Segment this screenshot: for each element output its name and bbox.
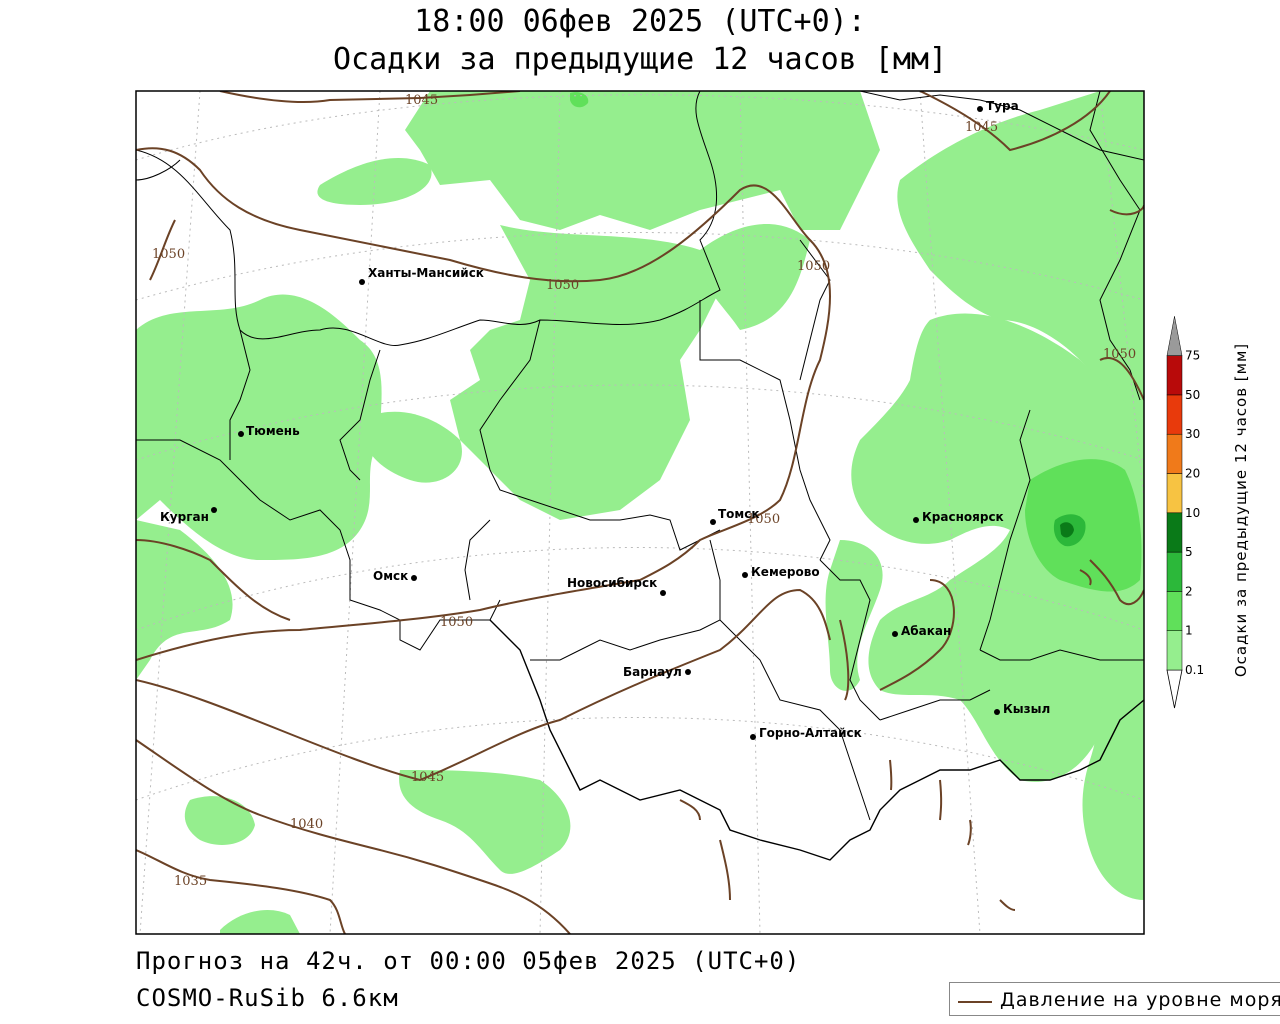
isobar-label: 1045	[411, 770, 444, 785]
city-label: Кемерово	[751, 565, 820, 579]
colorbar-segment	[1166, 355, 1183, 396]
isobar-labels: 1045 1045 1050 1050 1050 1050 1050 1050 …	[152, 93, 1136, 889]
city-label: Горно-Алтайск	[759, 726, 862, 740]
colorbar-under-triangle	[1166, 669, 1183, 709]
city-marker	[750, 734, 756, 740]
isobar-label: 1050	[546, 278, 579, 293]
map-area: 1045 1045 1050 1050 1050 1050 1050 1050 …	[136, 91, 1144, 934]
isobars	[136, 91, 1144, 934]
map-frame	[135, 90, 1145, 935]
city-marker	[977, 106, 983, 112]
isobar-label: 1045	[965, 120, 998, 135]
colorbar-tick-label: 10	[1185, 506, 1200, 520]
colorbar-tick-label: 30	[1185, 427, 1200, 441]
colorbar-segment	[1166, 630, 1183, 671]
city-label: Новосибирск	[567, 576, 657, 590]
cities: Тура Ханты-Мансийск Тюмень Курган Омск Н…	[160, 99, 1050, 740]
colorbar-segment	[1166, 394, 1183, 435]
colorbar-segment	[1166, 473, 1183, 514]
city-marker	[685, 669, 691, 675]
colorbar-segment	[1166, 551, 1183, 592]
isobar-label: 1050	[440, 615, 473, 630]
colorbar-tick-label: 2	[1185, 584, 1193, 598]
colorbar-segment	[1166, 591, 1183, 631]
city-marker	[892, 631, 898, 637]
city-label: Тюмень	[246, 424, 300, 438]
national-border	[489, 619, 1144, 861]
isobar-legend-label: Давление на уровне моря	[1000, 989, 1280, 1011]
city-label: Красноярск	[922, 510, 1004, 524]
city-marker	[994, 709, 1000, 715]
admin-borders	[136, 91, 1144, 821]
city-label: Кызыл	[1003, 702, 1050, 716]
city-label: Барнаул	[623, 665, 682, 679]
graticule	[136, 91, 1144, 934]
colorbar-segment	[1166, 433, 1183, 474]
city-marker	[411, 575, 417, 581]
colorbar-tick-label: 5	[1185, 545, 1193, 559]
precip-colorbar: 0.1 1 2 5 10 20 30 50 75	[1166, 316, 1204, 709]
isobar-label: 1040	[290, 817, 323, 832]
isobar-label: 1045	[405, 93, 438, 108]
city-marker	[660, 590, 666, 596]
city-marker	[742, 572, 748, 578]
city-label: Тура	[986, 99, 1019, 113]
colorbar-tick-label: 0.1	[1185, 663, 1204, 677]
model-name: COSMO-RuSib 6.6км	[136, 984, 399, 1012]
isobar-label: 1035	[174, 874, 207, 889]
city-label: Томск	[718, 507, 760, 521]
forecast-info: Прогноз на 42ч. от 00:00 05фев 2025 (UTC…	[136, 947, 801, 975]
isobar-label: 1050	[747, 512, 780, 527]
colorbar-tick-label: 75	[1185, 349, 1200, 363]
city-marker	[710, 519, 716, 525]
isobar-label: 1050	[152, 247, 185, 262]
isobar-legend-line	[958, 1001, 992, 1003]
isobar-label: 1050	[797, 259, 830, 274]
colorbar-tick-label: 50	[1185, 388, 1200, 402]
colorbar-tick-label: 20	[1185, 467, 1200, 481]
isobar-label: 1050	[1103, 347, 1136, 362]
isobar-legend: Давление на уровне моря	[949, 982, 1280, 1016]
map-title-variable: Осадки за предыдущие 12 часов [мм]	[332, 42, 948, 77]
city-marker	[211, 507, 217, 513]
colorbar-title: Осадки за предыдущие 12 часов [мм]	[1232, 342, 1250, 678]
colorbar-over-triangle	[1166, 316, 1183, 356]
colorbar-tick-label: 1	[1185, 624, 1193, 638]
city-label: Омск	[373, 569, 408, 583]
city-label: Ханты-Мансийск	[368, 266, 484, 280]
precip-areas-moderate	[1025, 459, 1142, 592]
colorbar-segment	[1166, 512, 1183, 553]
map-title-time: 18:00 06фев 2025 (UTC+0):	[414, 4, 866, 39]
city-marker	[913, 517, 919, 523]
city-label: Курган	[160, 510, 209, 524]
city-label: Абакан	[901, 624, 951, 638]
city-marker	[238, 431, 244, 437]
city-marker	[359, 279, 365, 285]
